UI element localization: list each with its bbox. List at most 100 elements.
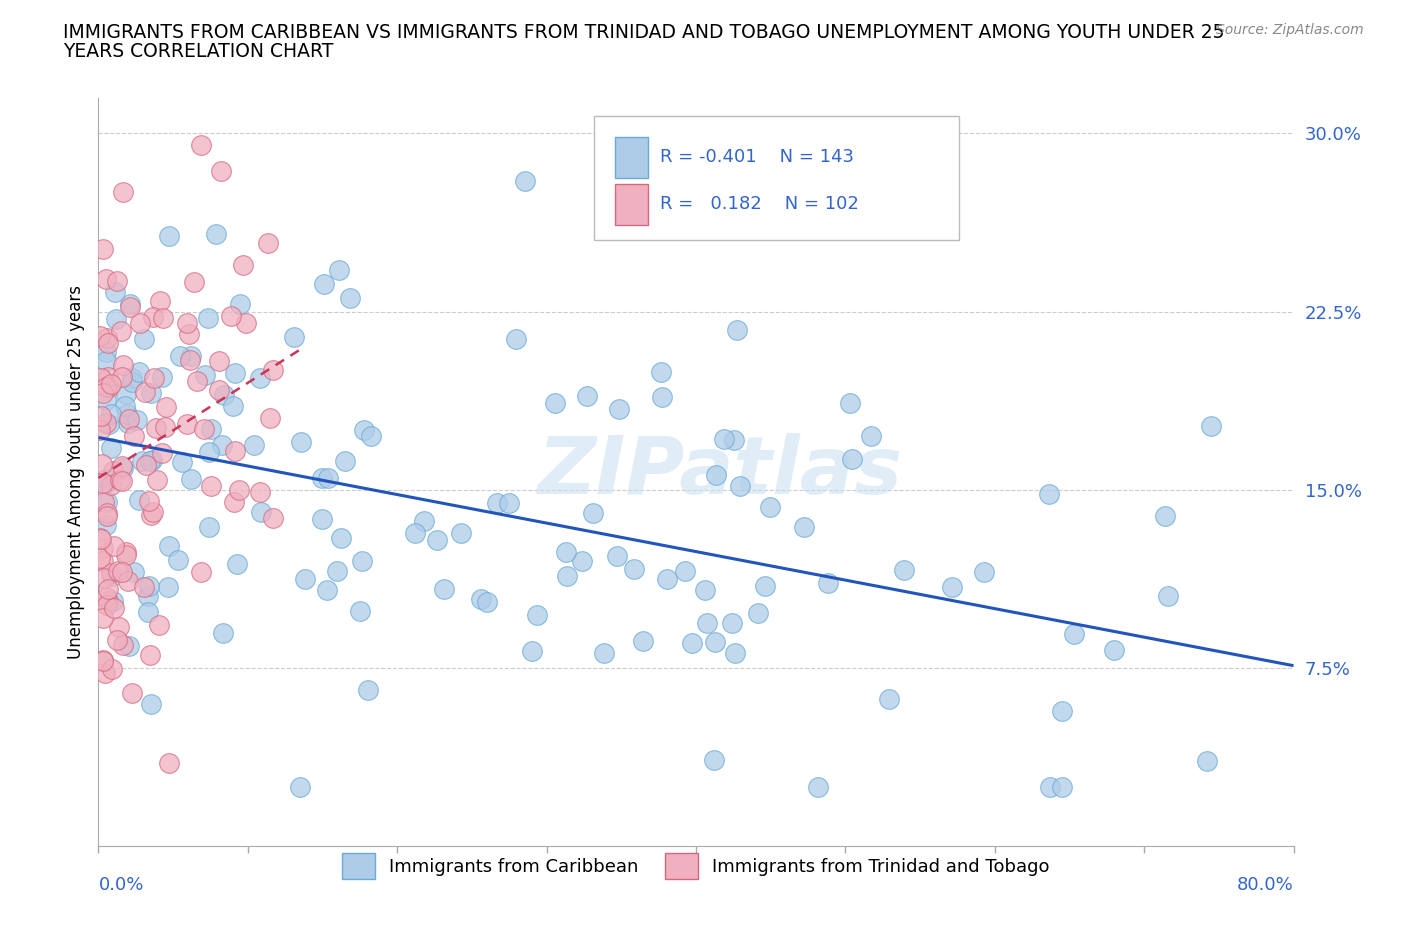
Point — [477, 594, 499, 609]
Point — [631, 633, 654, 648]
Point — [1050, 779, 1073, 794]
Point — [138, 453, 160, 468]
Point — [111, 565, 134, 579]
Point — [167, 552, 190, 567]
Point — [105, 273, 128, 288]
Point — [204, 227, 226, 242]
Point — [505, 332, 527, 347]
Point — [1153, 509, 1175, 524]
Point — [193, 422, 215, 437]
Point — [339, 291, 361, 306]
Point — [118, 297, 141, 312]
Point — [250, 505, 273, 520]
Point — [973, 565, 995, 579]
Point — [93, 653, 115, 668]
Point — [94, 392, 117, 407]
Point — [103, 539, 125, 554]
Point — [128, 365, 150, 379]
Point — [89, 328, 111, 343]
Point — [325, 564, 347, 578]
Point — [316, 583, 339, 598]
Point — [433, 581, 456, 596]
Point — [576, 388, 599, 403]
Bar — [614, 184, 648, 225]
Point — [817, 576, 839, 591]
Point — [723, 432, 745, 447]
Point — [104, 312, 127, 326]
Point — [696, 616, 718, 631]
Point — [228, 483, 250, 498]
Point — [91, 386, 114, 401]
Point — [115, 545, 138, 560]
Point — [1195, 753, 1218, 768]
Point — [706, 468, 728, 483]
Point — [681, 635, 703, 650]
Point — [149, 294, 172, 309]
Point — [96, 590, 118, 604]
Point — [103, 601, 125, 616]
Point — [96, 509, 118, 524]
Point — [349, 604, 371, 618]
Point — [153, 419, 176, 434]
Point — [330, 530, 353, 545]
Point — [93, 554, 115, 569]
Point — [122, 565, 145, 579]
Point — [108, 472, 131, 487]
Point — [208, 382, 231, 397]
Point — [262, 363, 284, 378]
Point — [1199, 418, 1222, 433]
Text: 0.0%: 0.0% — [98, 876, 143, 895]
Point — [222, 399, 245, 414]
Point — [841, 451, 863, 466]
Point — [96, 379, 118, 394]
Point — [157, 579, 180, 594]
Point — [111, 458, 134, 473]
Point — [426, 532, 449, 547]
Point — [655, 572, 678, 587]
Point — [128, 315, 150, 330]
Point — [141, 508, 163, 523]
Point — [100, 406, 122, 421]
Point — [100, 661, 122, 676]
Point — [183, 275, 205, 290]
Point — [96, 597, 118, 612]
Point — [941, 579, 963, 594]
Point — [283, 330, 305, 345]
Point — [754, 579, 776, 594]
Point — [97, 379, 120, 394]
Point — [94, 666, 117, 681]
Point — [100, 477, 122, 492]
Text: ZIPatlas: ZIPatlas — [537, 433, 903, 511]
Point — [724, 645, 747, 660]
Point — [100, 565, 122, 580]
Point — [607, 402, 630, 417]
Point — [89, 530, 111, 545]
Point — [232, 258, 254, 272]
Point — [360, 428, 382, 443]
Point — [1038, 486, 1060, 501]
Point — [138, 647, 160, 662]
Point — [249, 370, 271, 385]
Point — [893, 563, 915, 578]
Point — [103, 464, 125, 479]
Point — [592, 645, 614, 660]
Text: YEARS CORRELATION CHART: YEARS CORRELATION CHART — [63, 42, 333, 60]
Point — [118, 639, 141, 654]
Point — [554, 544, 576, 559]
Point — [169, 349, 191, 364]
Point — [143, 371, 166, 386]
Point — [127, 413, 149, 428]
Point — [190, 565, 212, 579]
Point — [141, 453, 163, 468]
Point — [131, 454, 153, 469]
Point — [121, 685, 143, 700]
Point — [152, 311, 174, 325]
Point — [807, 779, 830, 794]
Point — [176, 315, 198, 330]
Point — [89, 422, 111, 437]
Point — [136, 589, 159, 604]
Point — [134, 331, 156, 346]
Point — [226, 557, 249, 572]
Point — [470, 591, 492, 606]
Point — [111, 637, 134, 652]
